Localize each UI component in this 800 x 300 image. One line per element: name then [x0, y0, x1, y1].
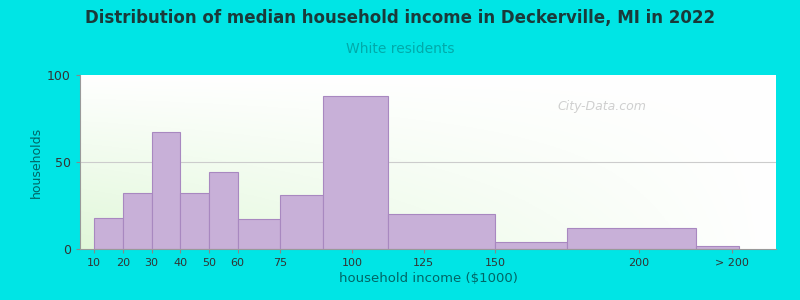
Bar — [388, 214, 495, 249]
Bar — [323, 96, 388, 249]
Bar — [209, 172, 238, 249]
Text: Distribution of median household income in Deckerville, MI in 2022: Distribution of median household income … — [85, 9, 715, 27]
Bar — [94, 218, 123, 249]
Bar — [281, 195, 323, 249]
X-axis label: household income ($1000): household income ($1000) — [338, 272, 518, 285]
Bar — [696, 245, 738, 249]
Y-axis label: households: households — [30, 126, 43, 198]
Text: City-Data.com: City-Data.com — [558, 100, 646, 113]
Bar — [495, 242, 567, 249]
Bar — [180, 193, 209, 249]
Text: White residents: White residents — [346, 42, 454, 56]
Bar — [567, 228, 696, 249]
Bar — [238, 219, 281, 249]
Bar — [123, 193, 152, 249]
Bar — [152, 132, 180, 249]
